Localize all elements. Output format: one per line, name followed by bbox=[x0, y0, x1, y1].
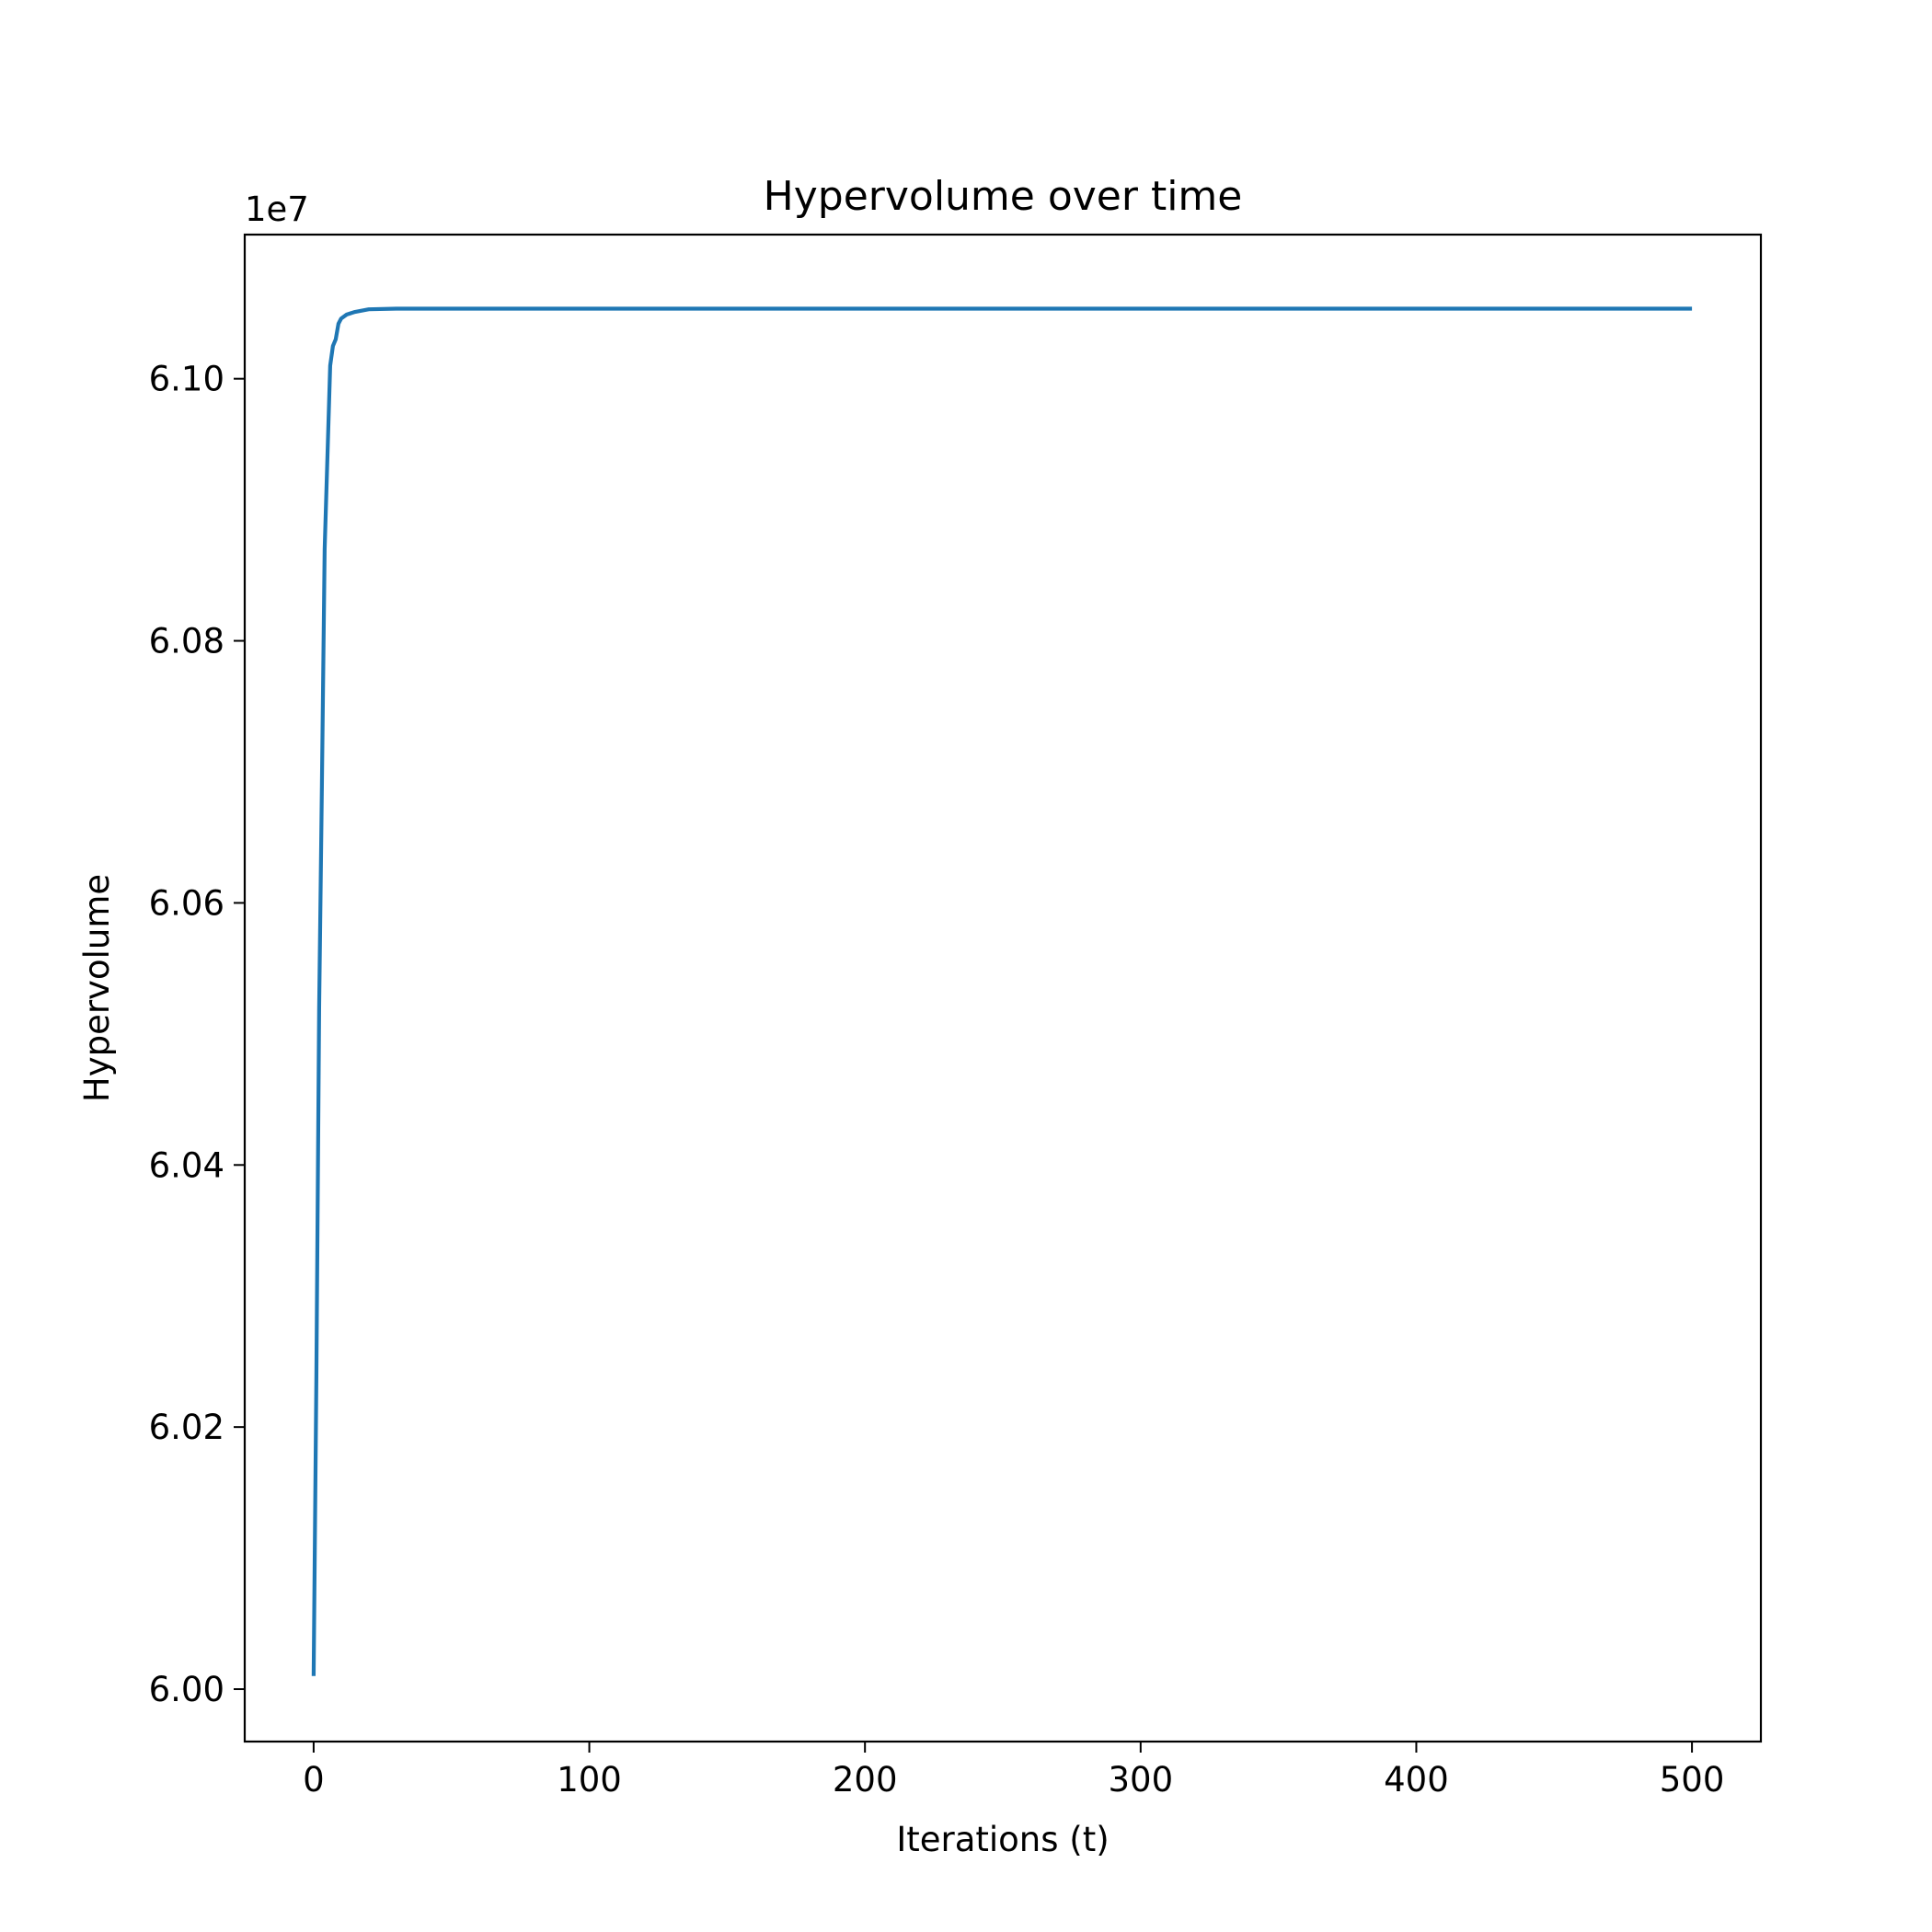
y-axis-offset-label: 1e7 bbox=[245, 190, 309, 229]
y-tick-label: 6.06 bbox=[149, 883, 224, 923]
y-axis-label: Hypervolume bbox=[77, 874, 117, 1102]
series-line-0 bbox=[311, 306, 1693, 1676]
chart-title: Hypervolume over time bbox=[764, 173, 1243, 220]
y-axis: 6.00 6.02 6.04 6.06 6.08 6.10 bbox=[149, 360, 245, 1709]
x-axis-label: Iterations (t) bbox=[896, 1820, 1109, 1859]
y-tick-label: 6.04 bbox=[149, 1145, 224, 1185]
x-tick-label: 0 bbox=[303, 1760, 325, 1800]
y-tick-label: 6.10 bbox=[149, 360, 224, 399]
y-tick-label: 6.00 bbox=[149, 1670, 224, 1709]
x-tick-label: 300 bbox=[1109, 1760, 1174, 1800]
y-tick-label: 6.08 bbox=[149, 622, 224, 661]
axes-frame bbox=[243, 233, 1763, 1743]
x-tick-label: 400 bbox=[1384, 1760, 1449, 1800]
x-tick-label: 100 bbox=[557, 1760, 622, 1800]
x-tick-label: 200 bbox=[833, 1760, 898, 1800]
x-axis: 0 100 200 300 400 500 bbox=[303, 1742, 1724, 1800]
y-tick-label: 6.02 bbox=[149, 1408, 224, 1447]
plot-area bbox=[311, 306, 1693, 1676]
x-tick-label: 500 bbox=[1660, 1760, 1725, 1800]
